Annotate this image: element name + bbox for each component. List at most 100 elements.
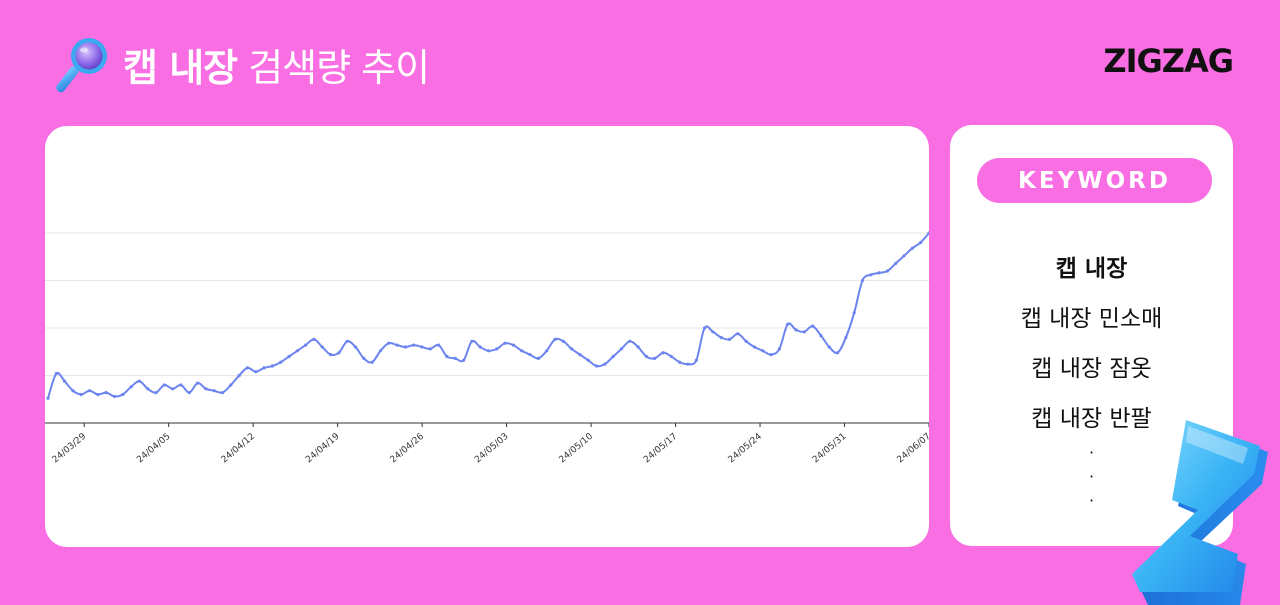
data-point bbox=[453, 356, 457, 360]
data-point bbox=[694, 358, 698, 362]
data-point bbox=[669, 354, 673, 359]
data-point bbox=[187, 391, 191, 395]
keyword-item: 캡 내장 반팔 bbox=[1031, 406, 1152, 432]
data-point bbox=[478, 345, 482, 349]
data-point bbox=[719, 335, 723, 340]
data-point bbox=[636, 345, 640, 349]
data-point bbox=[894, 261, 898, 265]
data-point bbox=[312, 337, 316, 341]
data-point bbox=[594, 364, 599, 368]
data-point bbox=[245, 366, 250, 370]
data-point bbox=[470, 339, 474, 343]
data-point bbox=[87, 389, 92, 393]
data-point bbox=[104, 391, 108, 395]
data-point bbox=[179, 383, 183, 387]
data-point bbox=[304, 343, 308, 347]
x-tick-label: 24/04/26 bbox=[389, 431, 427, 465]
data-point bbox=[171, 387, 175, 391]
data-point bbox=[428, 347, 432, 351]
data-point bbox=[844, 335, 848, 340]
data-point bbox=[279, 360, 283, 364]
data-point bbox=[154, 391, 158, 395]
data-point bbox=[761, 349, 765, 353]
keyword-item: 캡 내장 bbox=[1055, 256, 1128, 282]
x-tick-label: 24/04/12 bbox=[220, 432, 257, 466]
data-point bbox=[819, 334, 823, 338]
keyword-item: 캡 내장 잠옷 bbox=[1031, 356, 1152, 382]
data-point bbox=[852, 311, 856, 315]
data-point bbox=[661, 351, 665, 355]
data-point bbox=[262, 366, 266, 370]
dot: · bbox=[1088, 467, 1095, 486]
x-tick-label: 24/05/17 bbox=[642, 432, 679, 466]
data-point bbox=[744, 339, 748, 343]
data-point bbox=[902, 254, 906, 258]
data-point bbox=[461, 358, 466, 362]
data-point bbox=[769, 353, 773, 357]
data-point bbox=[727, 337, 732, 341]
data-point bbox=[129, 385, 133, 389]
data-point bbox=[919, 240, 923, 245]
data-point bbox=[752, 345, 757, 349]
data-point bbox=[270, 364, 275, 368]
data-point bbox=[520, 349, 524, 353]
data-point bbox=[545, 349, 549, 353]
data-point bbox=[412, 343, 416, 347]
data-point bbox=[885, 269, 890, 273]
data-point bbox=[229, 383, 233, 387]
data-point bbox=[811, 324, 815, 328]
data-point bbox=[337, 351, 341, 355]
data-point bbox=[835, 351, 840, 355]
data-point bbox=[403, 345, 407, 349]
data-point bbox=[570, 347, 574, 351]
data-point bbox=[603, 362, 607, 366]
data-point bbox=[345, 339, 349, 343]
data-point bbox=[395, 343, 399, 347]
data-point bbox=[794, 328, 798, 332]
title-keyword: 캡 내장 bbox=[123, 45, 238, 90]
search-volume-chart: 24/03/29 24/04/05 24/04/12 24/04/19 24/04/26… bbox=[45, 231, 929, 466]
magnifying-glass-icon bbox=[56, 38, 107, 93]
data-point bbox=[503, 341, 507, 345]
x-tick-label: 24/04/05 bbox=[135, 432, 172, 466]
header: 캡 내장 검색량 추이 bbox=[55, 34, 430, 94]
data-point bbox=[328, 353, 333, 357]
data-point bbox=[204, 387, 208, 391]
data-point bbox=[112, 394, 117, 398]
x-tick-label: 24/03/29 bbox=[51, 431, 89, 465]
data-point bbox=[611, 354, 615, 359]
data-point bbox=[578, 353, 582, 357]
series-line bbox=[47, 232, 929, 399]
data-point bbox=[378, 349, 383, 353]
data-point bbox=[736, 332, 740, 336]
data-point bbox=[137, 379, 142, 383]
data-point bbox=[702, 326, 707, 330]
data-point bbox=[370, 360, 374, 364]
dot: · bbox=[1088, 443, 1095, 462]
x-tick-label: 24/06/07 bbox=[896, 432, 929, 466]
data-point bbox=[320, 345, 324, 349]
data-point bbox=[362, 356, 366, 360]
data-point bbox=[254, 370, 258, 374]
data-point bbox=[653, 356, 657, 360]
data-point bbox=[121, 392, 125, 397]
data-point bbox=[686, 362, 690, 366]
data-point bbox=[445, 354, 449, 359]
data-point bbox=[619, 347, 624, 351]
data-point bbox=[146, 387, 150, 391]
data-point bbox=[536, 356, 540, 360]
data-point bbox=[486, 349, 491, 353]
data-point bbox=[678, 360, 682, 364]
data-point bbox=[777, 347, 781, 351]
data-point bbox=[220, 391, 225, 395]
x-tick-label: 24/05/03 bbox=[473, 432, 510, 466]
data-point bbox=[387, 341, 391, 345]
data-point bbox=[511, 343, 516, 347]
data-point bbox=[528, 353, 532, 357]
data-point bbox=[54, 372, 58, 376]
data-point bbox=[802, 330, 806, 334]
data-point bbox=[644, 354, 649, 359]
data-point bbox=[212, 389, 216, 393]
data-point bbox=[628, 339, 632, 343]
data-point bbox=[495, 347, 499, 351]
